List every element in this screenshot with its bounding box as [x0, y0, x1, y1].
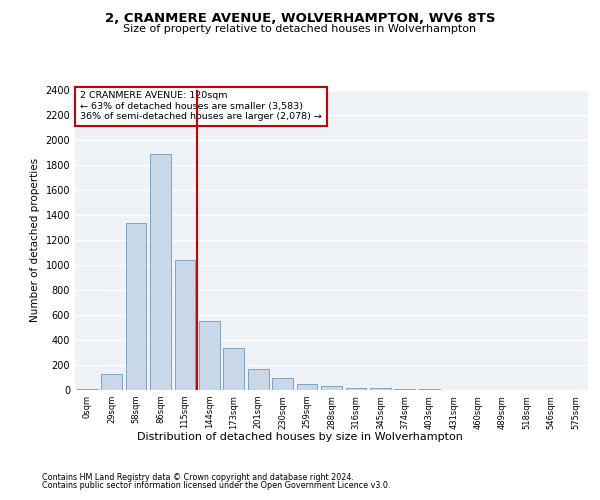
Bar [101, 374, 122, 390]
Text: 2 CRANMERE AVENUE: 120sqm
← 63% of detached houses are smaller (3,583)
36% of se: 2 CRANMERE AVENUE: 120sqm ← 63% of detac… [80, 92, 322, 122]
Bar [272, 378, 293, 390]
Bar [370, 388, 391, 390]
Text: Distribution of detached houses by size in Wolverhampton: Distribution of detached houses by size … [137, 432, 463, 442]
Y-axis label: Number of detached properties: Number of detached properties [30, 158, 40, 322]
Bar [223, 348, 244, 390]
Text: Contains HM Land Registry data © Crown copyright and database right 2024.: Contains HM Land Registry data © Crown c… [42, 472, 354, 482]
Text: Size of property relative to detached houses in Wolverhampton: Size of property relative to detached ho… [124, 24, 476, 34]
Bar [321, 386, 342, 390]
Bar [125, 222, 146, 390]
Bar [150, 154, 171, 390]
Bar [175, 260, 196, 390]
Text: 2, CRANMERE AVENUE, WOLVERHAMPTON, WV6 8TS: 2, CRANMERE AVENUE, WOLVERHAMPTON, WV6 8… [105, 12, 495, 26]
Text: Contains public sector information licensed under the Open Government Licence v3: Contains public sector information licen… [42, 481, 391, 490]
Bar [296, 384, 317, 390]
Bar [199, 322, 220, 390]
Bar [346, 388, 367, 390]
Bar [248, 370, 269, 390]
Bar [394, 389, 415, 390]
